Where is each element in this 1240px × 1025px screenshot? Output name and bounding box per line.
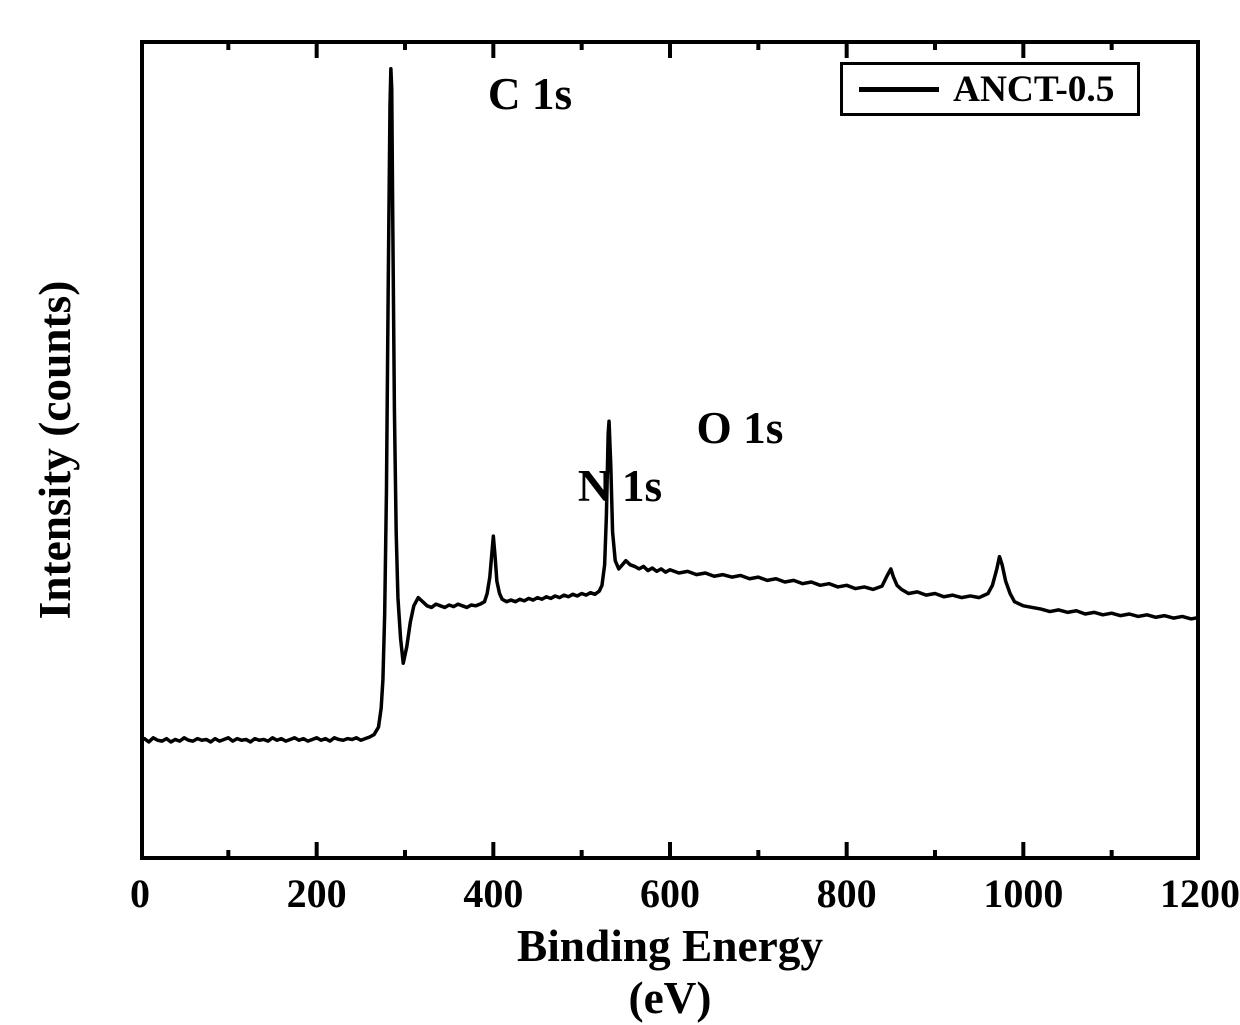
- y-axis-label: Intensity (counts): [29, 200, 81, 700]
- legend-label: ANCT-0.5: [953, 68, 1114, 111]
- x-tick-label: 0: [130, 870, 150, 917]
- legend-line-swatch: [859, 87, 939, 92]
- x-tick-label: 1000: [983, 870, 1063, 917]
- x-tick-label: 400: [463, 870, 523, 917]
- peak-label: N 1s: [578, 460, 662, 512]
- peak-label: O 1s: [697, 402, 784, 454]
- plot-area: [140, 40, 1200, 860]
- legend: ANCT-0.5: [840, 62, 1140, 116]
- peak-label: C 1s: [488, 68, 572, 120]
- x-tick-label: 600: [640, 870, 700, 917]
- x-axis-label: Binding Energy (eV): [470, 920, 870, 1024]
- x-tick-label: 1200: [1160, 870, 1240, 917]
- x-tick-label: 200: [287, 870, 347, 917]
- x-tick-label: 800: [817, 870, 877, 917]
- xps-spectrum-figure: Intensity (counts) Binding Energy (eV) A…: [0, 0, 1240, 1025]
